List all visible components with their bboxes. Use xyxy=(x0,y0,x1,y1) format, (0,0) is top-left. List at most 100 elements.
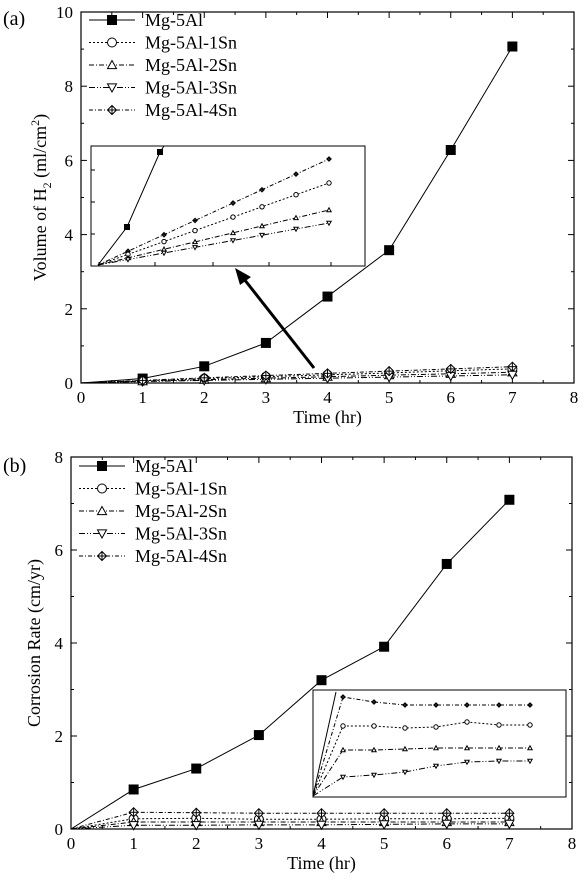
legend-entry: Mg-5Al-4Sn xyxy=(145,100,237,120)
inset-series xyxy=(97,222,330,266)
marker-square-filled xyxy=(128,784,139,795)
marker-diamond-cross xyxy=(527,702,533,708)
marker-diamond-cross xyxy=(433,702,439,708)
marker-triangle-up-open xyxy=(526,744,534,751)
marker-triangle-down-open xyxy=(432,763,440,770)
marker-diamond-cross xyxy=(230,200,236,206)
inset-series xyxy=(312,691,337,797)
marker-circle-open xyxy=(161,238,167,245)
marker-triangle-up-open xyxy=(191,238,199,245)
legend-entry: Mg-5Al-2Sn xyxy=(145,55,237,75)
marker-circle-open xyxy=(527,722,533,728)
marker-circle-open xyxy=(340,723,346,729)
inset-frame xyxy=(90,145,366,267)
marker-square-filled xyxy=(504,494,515,505)
marker-square-filled xyxy=(322,291,333,302)
marker-triangle-up-open xyxy=(370,746,378,753)
marker-diamond-cross xyxy=(507,361,518,372)
marker-triangle-up-open xyxy=(432,744,440,751)
marker-triangle-down-open xyxy=(370,772,378,779)
y-tick-label: 4 xyxy=(65,226,74,245)
marker-triangle-down-open xyxy=(253,820,265,831)
marker-diamond-cross xyxy=(340,694,346,700)
marker-triangle-down-open xyxy=(325,220,333,227)
series-line xyxy=(70,499,510,830)
marker-triangle-up-open xyxy=(401,745,409,752)
marker-triangle-down-open xyxy=(96,529,108,540)
x-tick-label: 4 xyxy=(317,834,326,853)
inset-series xyxy=(312,721,530,797)
panel-label: (a) xyxy=(3,8,25,30)
marker-diamond-cross xyxy=(253,807,265,819)
marker-diamond-cross xyxy=(260,370,272,381)
marker-triangle-down-open xyxy=(128,821,139,831)
inset-series xyxy=(312,747,530,797)
x-tick-label: 3 xyxy=(255,834,264,853)
legend-entry: Mg-5Al-3Sn xyxy=(135,524,227,544)
marker-circle-open xyxy=(293,192,299,198)
marker-square-filled xyxy=(97,461,107,471)
y-tick-label: 6 xyxy=(65,151,74,170)
marker-triangle-up-open xyxy=(106,59,118,70)
x-tick-label: 6 xyxy=(447,388,456,407)
x-tick-label: 1 xyxy=(138,388,147,407)
series-line xyxy=(70,823,510,830)
marker-triangle-down-open xyxy=(229,238,237,244)
marker-triangle-down-open xyxy=(441,819,453,830)
y-axis-label: Corrosion Rate (cm/yr) xyxy=(24,559,45,727)
marker-diamond-cross xyxy=(322,368,333,379)
marker-triangle-up-open xyxy=(229,229,237,236)
y-tick-label: 0 xyxy=(55,820,64,839)
marker-diamond-cross xyxy=(441,807,452,819)
inset-frame xyxy=(312,689,567,798)
marker-triangle-up-open xyxy=(339,746,347,753)
y-tick-label: 10 xyxy=(56,3,73,22)
legend-entry: Mg-5Al xyxy=(145,10,203,30)
y-tick-label: 4 xyxy=(55,634,64,653)
zoom-arrow xyxy=(242,278,316,369)
x-tick-label: 8 xyxy=(568,834,577,853)
marker-diamond-cross xyxy=(445,363,456,375)
marker-circle-open xyxy=(464,719,470,725)
y-tick-label: 6 xyxy=(55,541,64,560)
y-axis-label: Volume of H2 (ml/cm2) xyxy=(28,114,54,281)
marker-triangle-up-open xyxy=(495,744,503,751)
marker-diamond-cross xyxy=(259,186,265,193)
x-tick-label: 2 xyxy=(200,388,209,407)
marker-diamond-cross xyxy=(464,702,470,708)
inset-series xyxy=(312,760,530,797)
marker-triangle-up-open xyxy=(292,214,300,221)
legend-entry: Mg-5Al-3Sn xyxy=(145,78,237,98)
marker-triangle-down-open xyxy=(378,820,390,830)
marker-square-filled xyxy=(124,224,130,230)
marker-triangle-down-open xyxy=(124,257,132,263)
x-tick-label: 5 xyxy=(380,834,389,853)
series-line xyxy=(80,374,513,384)
y-tick-label: 2 xyxy=(65,300,74,319)
marker-triangle-up-open xyxy=(258,222,266,229)
marker-diamond-cross xyxy=(106,104,118,116)
marker-triangle-down-open xyxy=(495,758,503,765)
marker-square-filled xyxy=(157,149,163,155)
inset-series xyxy=(312,696,530,797)
marker-triangle-down-open xyxy=(292,226,300,233)
inset-series xyxy=(97,182,330,266)
y-tick-label: 2 xyxy=(55,727,64,746)
marker-circle-open xyxy=(192,227,198,234)
marker-diamond-cross xyxy=(504,807,515,819)
marker-circle-open xyxy=(107,37,117,48)
x-tick-label: 3 xyxy=(262,388,271,407)
marker-square-filled xyxy=(445,145,456,156)
marker-circle-open xyxy=(433,724,439,730)
marker-diamond-cross xyxy=(96,550,108,562)
x-tick-label: 7 xyxy=(508,388,517,407)
marker-diamond-cross xyxy=(378,807,390,819)
marker-triangle-down-open xyxy=(401,769,409,776)
inset-series xyxy=(97,158,330,266)
series-line xyxy=(70,811,510,830)
panel-label: (b) xyxy=(3,455,26,477)
marker-square-filled xyxy=(191,763,202,774)
